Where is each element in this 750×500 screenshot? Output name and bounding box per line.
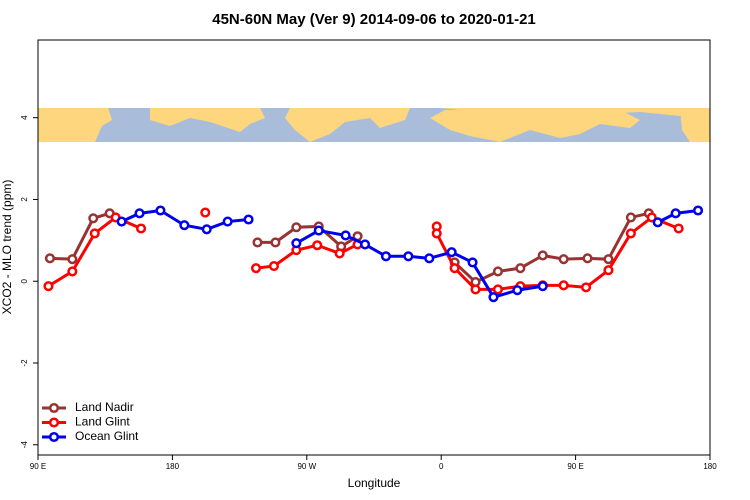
data-point [582,253,593,264]
series-line [49,211,111,261]
legend-marker [48,417,60,428]
data-point [424,253,435,264]
data-point [470,284,481,295]
data-point [693,205,704,216]
x-tick-label: 0 [439,462,444,471]
legend-label: Land Glint [75,415,130,429]
y-tick-label: 2 [20,197,29,202]
data-point [446,247,457,258]
legend-label: Land Nadir [75,400,134,414]
data-point [603,265,614,276]
data-point [291,222,302,233]
data-point [116,216,127,227]
data-point [492,284,503,295]
land [680,108,710,142]
data-point [558,280,569,291]
data-point [334,248,345,259]
data-point [135,223,147,234]
data-point [512,285,523,296]
data-point [537,250,548,261]
y-tick-label: -2 [20,359,29,367]
data-point [581,282,592,293]
data-point [312,240,323,251]
data-point [515,263,526,274]
data-point [670,208,681,219]
data-point [179,220,190,231]
data-point [431,228,442,239]
data-point [488,292,499,303]
data-point [652,217,663,228]
data-point [250,263,262,274]
data-point [44,253,55,264]
data-point [558,254,569,265]
y-tick-label: 0 [20,278,29,283]
data-point [270,237,281,248]
land [285,108,410,142]
x-tick-label: 180 [703,462,717,471]
y-tick-label: 4 [20,115,29,120]
map-band [38,108,710,142]
x-axis-label: Longitude [348,476,401,490]
x-tick-label: 90 E [30,462,46,471]
data-point [646,212,657,223]
data-point [313,225,324,236]
data-point [89,228,100,239]
y-tick-label: -4 [20,441,29,449]
legend-marker [48,402,60,414]
data-point [359,239,371,250]
series-line [47,215,142,288]
data-point [537,281,548,292]
data-point [625,212,636,223]
data-point [134,208,145,219]
y-axis-label: XCO2 - MLO trend (ppm) [0,180,14,315]
data-point [268,261,279,272]
data-point [492,266,503,277]
land [430,110,640,142]
x-tick-label: 90 E [567,462,583,471]
land [150,108,265,132]
data-point [200,207,211,218]
data-point [625,228,636,239]
land [440,108,700,116]
series-line [453,211,650,284]
data-point [340,230,351,241]
data-point [380,251,391,262]
plot-frame [37,39,711,456]
data-point [43,281,54,292]
data-point [673,223,684,234]
chart-title: 45N-60N May (Ver 9) 2014-09-06 to 2020-0… [212,11,536,28]
data-point [467,257,478,268]
data-point [449,263,460,274]
data-point [603,254,614,265]
land [38,108,112,142]
data-point [67,254,78,265]
data-point [222,216,233,227]
data-point [403,251,414,262]
data-point [243,214,254,225]
legend-marker [48,431,60,443]
data-point [201,224,212,235]
data-point [155,205,166,216]
data-point [252,237,263,248]
x-tick-label: 180 [166,462,180,471]
data-point [291,238,302,249]
data-point [88,213,99,224]
legend-label: Ocean Glint [75,429,139,443]
data-point [67,266,78,277]
x-tick-label: 90 W [297,462,316,471]
